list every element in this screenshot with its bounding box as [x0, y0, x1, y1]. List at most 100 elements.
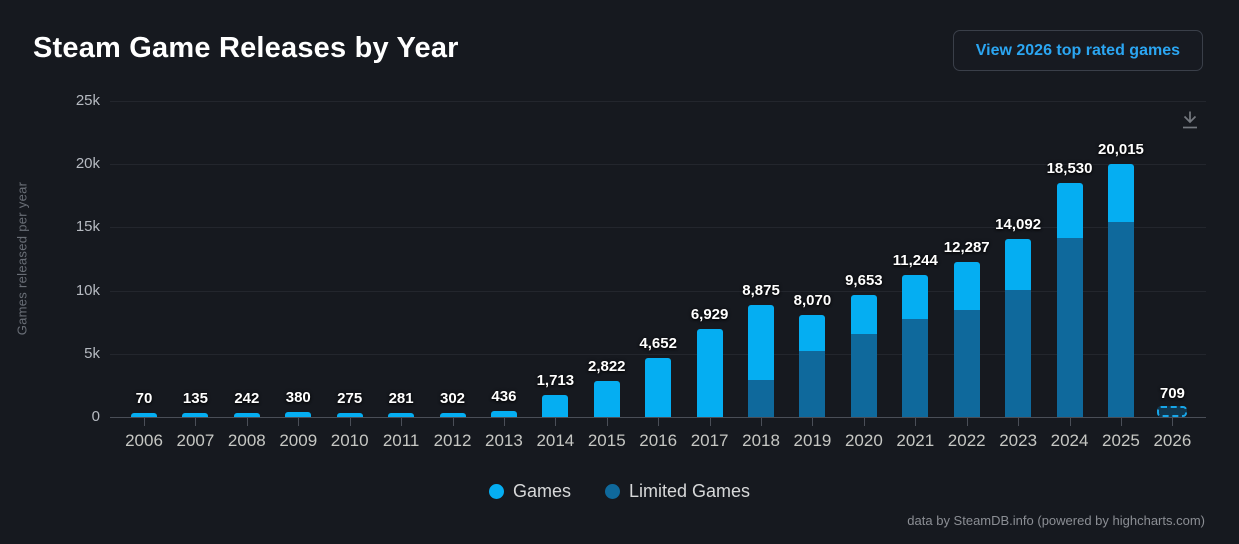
bar-value-label-2012: 302: [440, 390, 466, 407]
legend: Games Limited Games: [0, 481, 1239, 502]
bar-2022-limited-segment[interactable]: [953, 310, 980, 417]
x-axis-label-2012: 2012: [433, 431, 472, 450]
y-axis-title: Games released per year: [14, 181, 30, 336]
page-title: Steam Game Releases by Year: [33, 32, 459, 64]
x-axis-label-2013: 2013: [485, 431, 523, 450]
bar-2018-games-segment[interactable]: [748, 304, 775, 380]
x-axis-tick: [503, 418, 505, 426]
x-axis-tick: [1069, 418, 1071, 426]
bar-value-label-2014: 1,713: [536, 372, 575, 390]
view-top-rated-button[interactable]: View 2026 top rated games: [952, 30, 1203, 71]
x-axis-label-2019: 2019: [793, 431, 832, 450]
bar-value-label-2021: 11,244: [892, 251, 938, 269]
legend-item-limited-games[interactable]: Limited Games: [604, 481, 751, 502]
x-axis-tick: [812, 418, 814, 426]
gridline: [110, 101, 1206, 102]
bar-value-label-2024: 18,530: [1046, 159, 1093, 177]
bar-2013-games-segment[interactable]: [490, 411, 517, 417]
bar-2014-games-segment[interactable]: [542, 395, 569, 417]
x-axis-label-2018: 2018: [742, 431, 780, 450]
x-axis-label-2022: 2022: [947, 431, 986, 450]
bar-2019-limited-segment[interactable]: [799, 350, 826, 417]
bar-2022-games-segment[interactable]: [953, 261, 980, 311]
bar-value-label-2026: 709: [1159, 385, 1185, 403]
x-axis-label-2026: 2026: [1153, 431, 1192, 450]
bar-2017-games-segment[interactable]: [696, 329, 723, 417]
bar-2020-limited-segment[interactable]: [850, 334, 877, 417]
y-axis-tick-label: 0: [91, 408, 100, 425]
x-axis-label-2024: 2024: [1050, 431, 1089, 450]
bar-value-label-2025: 20,015: [1098, 141, 1144, 158]
x-axis-label-2010: 2010: [330, 431, 369, 450]
games-legend-label: Games: [512, 481, 571, 501]
y-axis-tick-label: 25k: [75, 92, 100, 109]
bar-2026-estimate[interactable]: [1157, 406, 1188, 417]
x-axis-tick: [555, 418, 557, 426]
bar-value-label-2018: 8,875: [742, 281, 780, 299]
bar-2009-games-segment[interactable]: [285, 412, 312, 417]
bar-2024-games-segment[interactable]: [1056, 182, 1083, 239]
x-axis-tick: [144, 418, 145, 426]
y-axis-tick-label: 10k: [75, 281, 100, 299]
x-axis-label-2023: 2023: [999, 431, 1038, 450]
bar-2016-games-segment[interactable]: [645, 358, 672, 417]
x-axis-label-2020: 2020: [844, 431, 883, 450]
bar-value-label-2023: 14,092: [995, 215, 1042, 233]
bar-value-label-2008: 242: [234, 390, 260, 407]
export-chart-button[interactable]: [1175, 105, 1205, 135]
bar-2024-limited-segment[interactable]: [1056, 238, 1083, 417]
bar-value-label-2013: 436: [491, 388, 517, 406]
x-axis-label-2021: 2021: [896, 431, 935, 450]
bar-2021-games-segment[interactable]: [902, 274, 929, 320]
gridline: [110, 227, 1206, 229]
limited-games-legend-label: Limited Games: [628, 481, 751, 501]
bar-2018-limited-segment[interactable]: [748, 379, 775, 417]
x-axis-tick: [863, 418, 865, 426]
x-axis-label-2017: 2017: [690, 431, 729, 450]
x-axis-label-2025: 2025: [1102, 431, 1140, 450]
bar-value-label-2015: 2,822: [587, 358, 626, 376]
bar-2008-games-segment[interactable]: [233, 413, 260, 417]
bar-value-label-2010: 275: [337, 390, 363, 407]
download-icon: [1177, 111, 1203, 136]
legend-item-games[interactable]: Games: [488, 481, 571, 502]
bar-value-label-2009: 380: [285, 389, 311, 407]
bar-2010-games-segment[interactable]: [336, 413, 363, 417]
x-axis-line: [110, 417, 1206, 418]
x-axis-label-2011: 2011: [382, 431, 420, 450]
bar-2011-games-segment[interactable]: [388, 413, 415, 417]
bar-value-label-2019: 8,070: [793, 291, 832, 309]
bar-2007-games-segment[interactable]: [182, 413, 209, 417]
x-axis-tick: [606, 418, 608, 426]
x-axis-tick: [761, 418, 763, 426]
x-axis-tick: [401, 418, 403, 426]
bar-2023-limited-segment[interactable]: [1005, 290, 1032, 417]
bar-2020-games-segment[interactable]: [850, 294, 877, 335]
bar-2025-limited-segment[interactable]: [1107, 221, 1134, 417]
bar-2025-games-segment[interactable]: [1107, 164, 1134, 222]
x-axis-tick: [1018, 418, 1020, 426]
bar-2015-games-segment[interactable]: [593, 381, 620, 417]
bar-value-label-2007: 135: [182, 390, 208, 407]
x-axis-tick: [195, 418, 197, 426]
x-axis-tick: [246, 418, 248, 426]
bar-2012-games-segment[interactable]: [439, 413, 466, 417]
x-axis-tick: [658, 418, 660, 426]
x-axis-label-2009: 2009: [279, 431, 318, 450]
x-axis-tick: [966, 418, 968, 426]
bar-2023-games-segment[interactable]: [1005, 238, 1032, 291]
x-axis-tick: [452, 418, 454, 426]
limited-games-legend-marker-icon: [604, 484, 620, 499]
bar-2006-games-segment[interactable]: [131, 413, 157, 417]
x-axis-label-2008: 2008: [227, 431, 266, 450]
bar-value-label-2016: 4,652: [639, 335, 677, 353]
bar-2019-games-segment[interactable]: [799, 314, 826, 351]
x-axis-tick: [915, 418, 917, 426]
x-axis-tick: [349, 418, 351, 426]
gridline: [110, 290, 1206, 292]
bar-2021-limited-segment[interactable]: [902, 319, 929, 417]
bar-value-label-2022: 12,287: [943, 238, 990, 256]
x-axis-tick: [1120, 418, 1122, 426]
bar-value-label-2011: 281: [388, 390, 414, 407]
